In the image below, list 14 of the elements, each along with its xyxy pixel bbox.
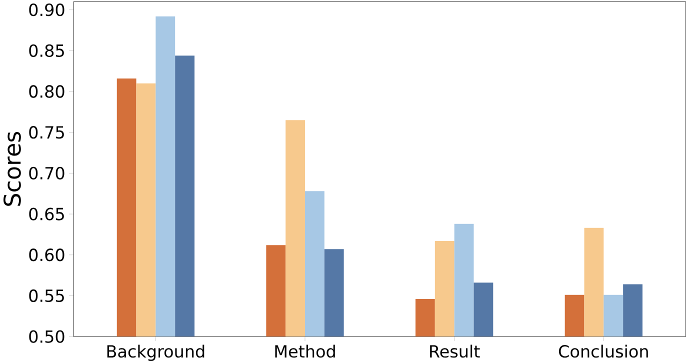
y-tick-label: 0.80	[29, 84, 64, 98]
y-tick-label: 0.70	[29, 166, 64, 180]
x-tick-label: Background	[107, 344, 204, 361]
x-tick-label: Result	[430, 344, 480, 358]
x-tick-label: Conclusion	[558, 344, 648, 358]
x-tick-label: Method	[275, 344, 335, 358]
y-tick-label: 0.65	[29, 208, 64, 220]
y-tick-label: 0.75	[29, 126, 64, 138]
y-tick-label: 0.50	[29, 330, 64, 343]
y-tick-label: 0.90	[29, 3, 64, 16]
y-axis-title: Scores	[3, 132, 21, 206]
y-tick-label: 0.55	[29, 289, 64, 302]
y-tick-label: 0.60	[29, 248, 64, 261]
y-tick-label: 0.85	[29, 44, 64, 57]
